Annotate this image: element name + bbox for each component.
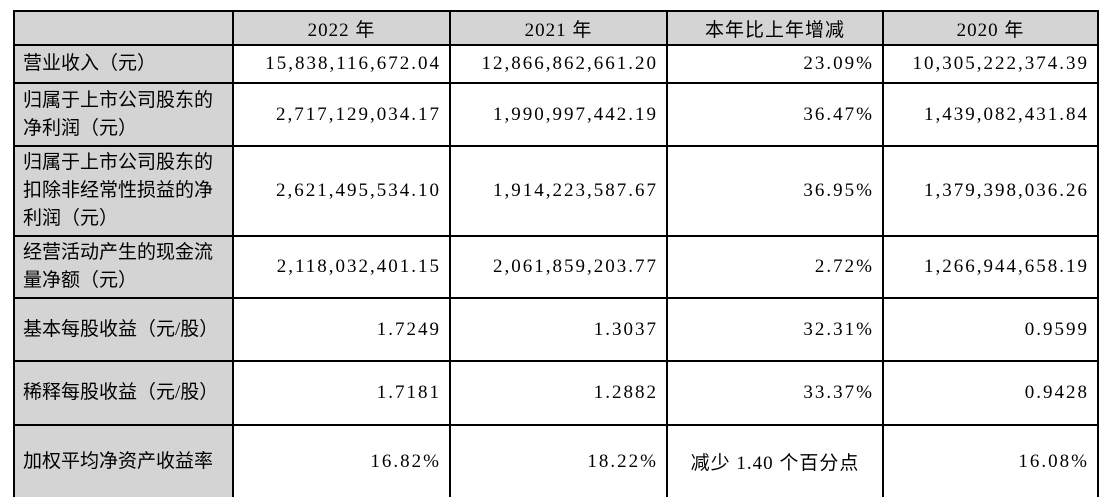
value-2022: 2,621,495,534.10 bbox=[232, 145, 451, 237]
value-2020: 16.08% bbox=[882, 424, 1099, 497]
header-2020: 2020 年 bbox=[882, 10, 1099, 46]
value-2021: 1,990,997,442.19 bbox=[449, 82, 668, 147]
value-2022: 15,838,116,672.04 bbox=[232, 44, 451, 84]
header-change: 本年比上年增减 bbox=[666, 10, 884, 46]
value-2022: 1.7249 bbox=[232, 297, 451, 362]
table-row-net-profit-deducted: 归属于上市公司股东的扣除非经常性损益的净利润（元） 2,621,495,534.… bbox=[13, 145, 1099, 237]
table-row-net-profit: 归属于上市公司股东的净利润（元） 2,717,129,034.17 1,990,… bbox=[13, 82, 1099, 147]
value-change: 23.09% bbox=[666, 44, 884, 84]
value-2021: 2,061,859,203.77 bbox=[449, 235, 668, 299]
value-2022: 2,717,129,034.17 bbox=[232, 82, 451, 147]
value-change: 2.72% bbox=[666, 235, 884, 299]
value-2020: 1,379,398,036.26 bbox=[882, 145, 1099, 237]
header-2022: 2022 年 bbox=[232, 10, 451, 46]
value-2020: 1,439,082,431.84 bbox=[882, 82, 1099, 147]
value-2021: 1.2882 bbox=[449, 360, 668, 426]
value-2022: 2,118,032,401.15 bbox=[232, 235, 451, 299]
value-2022: 16.82% bbox=[232, 424, 451, 497]
value-change: 32.31% bbox=[666, 297, 884, 362]
value-2021: 12,866,862,661.20 bbox=[449, 44, 668, 84]
row-label: 营业收入（元） bbox=[13, 44, 234, 84]
value-2020: 1,266,944,658.19 bbox=[882, 235, 1099, 299]
row-label: 加权平均净资产收益率 bbox=[13, 424, 234, 497]
value-change: 33.37% bbox=[666, 360, 884, 426]
table-row-operating-cash-flow: 经营活动产生的现金流量净额（元） 2,118,032,401.15 2,061,… bbox=[13, 235, 1099, 299]
row-label: 归属于上市公司股东的净利润（元） bbox=[13, 82, 234, 147]
value-2020: 0.9428 bbox=[882, 360, 1099, 426]
value-2021: 1.3037 bbox=[449, 297, 668, 362]
value-2020: 10,305,222,374.39 bbox=[882, 44, 1099, 84]
header-row: 2022 年 2021 年 本年比上年增减 2020 年 bbox=[13, 10, 1099, 46]
header-blank bbox=[13, 10, 234, 46]
value-2021: 18.22% bbox=[449, 424, 668, 497]
table-row-diluted-eps: 稀释每股收益（元/股） 1.7181 1.2882 33.37% 0.9428 bbox=[13, 360, 1099, 426]
value-2022: 1.7181 bbox=[232, 360, 451, 426]
table-row-basic-eps: 基本每股收益（元/股） 1.7249 1.3037 32.31% 0.9599 bbox=[13, 297, 1099, 362]
value-change: 36.47% bbox=[666, 82, 884, 147]
value-2020: 0.9599 bbox=[882, 297, 1099, 362]
header-2021: 2021 年 bbox=[449, 10, 668, 46]
table-row-weighted-roe: 加权平均净资产收益率 16.82% 18.22% 减少 1.40 个百分点 16… bbox=[13, 424, 1099, 497]
row-label: 归属于上市公司股东的扣除非经常性损益的净利润（元） bbox=[13, 145, 234, 237]
value-2021: 1,914,223,587.67 bbox=[449, 145, 668, 237]
row-label: 基本每股收益（元/股） bbox=[13, 297, 234, 362]
row-label: 经营活动产生的现金流量净额（元） bbox=[13, 235, 234, 299]
value-change: 36.95% bbox=[666, 145, 884, 237]
value-change: 减少 1.40 个百分点 bbox=[666, 424, 884, 497]
financial-summary-table: 2022 年 2021 年 本年比上年增减 2020 年 营业收入（元） 15,… bbox=[13, 10, 1099, 497]
row-label: 稀释每股收益（元/股） bbox=[13, 360, 234, 426]
table-row-revenue: 营业收入（元） 15,838,116,672.04 12,866,862,661… bbox=[13, 44, 1099, 84]
